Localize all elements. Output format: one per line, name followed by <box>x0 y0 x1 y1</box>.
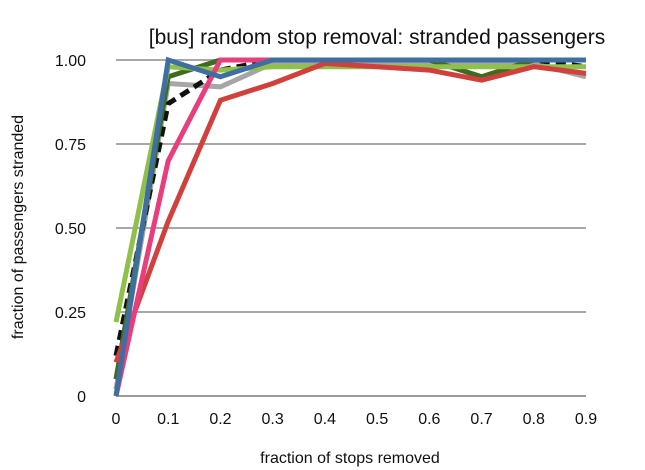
series-line-5 <box>113 60 587 364</box>
chart-title: [bus] random stop removal: stranded pass… <box>149 26 605 49</box>
gridlines <box>116 59 586 397</box>
y-tick-labels: 0 0.25 0.50 0.75 1.00 <box>55 53 86 406</box>
x-tick-label: 0 <box>112 411 121 428</box>
x-tick-label: 0.5 <box>366 411 388 428</box>
series-line-3 <box>113 57 586 380</box>
x-tick-label: 0.7 <box>470 411 492 428</box>
series-line-7 <box>113 56 586 397</box>
x-tick-label: 0.9 <box>575 411 597 428</box>
y-tick-label: 0 <box>77 389 86 406</box>
series-line-4 <box>113 64 586 323</box>
x-tick-label: 0.4 <box>314 411 336 428</box>
y-tick-label: 0.25 <box>55 305 86 322</box>
y-tick-label: 0.50 <box>55 221 86 238</box>
series-lines <box>113 56 587 397</box>
x-tick-labels: 0 0.1 0.2 0.3 0.4 0.5 0.6 0.7 0.8 0.9 <box>112 411 598 428</box>
x-tick-label: 0.8 <box>523 411 545 428</box>
x-tick-label: 0.6 <box>418 411 440 428</box>
y-axis-label: fraction of passengers stranded <box>10 115 27 339</box>
y-tick-label: 0.75 <box>55 137 86 154</box>
x-tick-label: 0.3 <box>262 411 284 428</box>
x-tick-label: 0.1 <box>157 411 179 428</box>
x-tick-label: 0.2 <box>209 411 231 428</box>
series-line-1 <box>113 60 587 390</box>
x-axis-label: fraction of stops removed <box>260 450 440 467</box>
y-tick-label: 1.00 <box>55 53 86 70</box>
